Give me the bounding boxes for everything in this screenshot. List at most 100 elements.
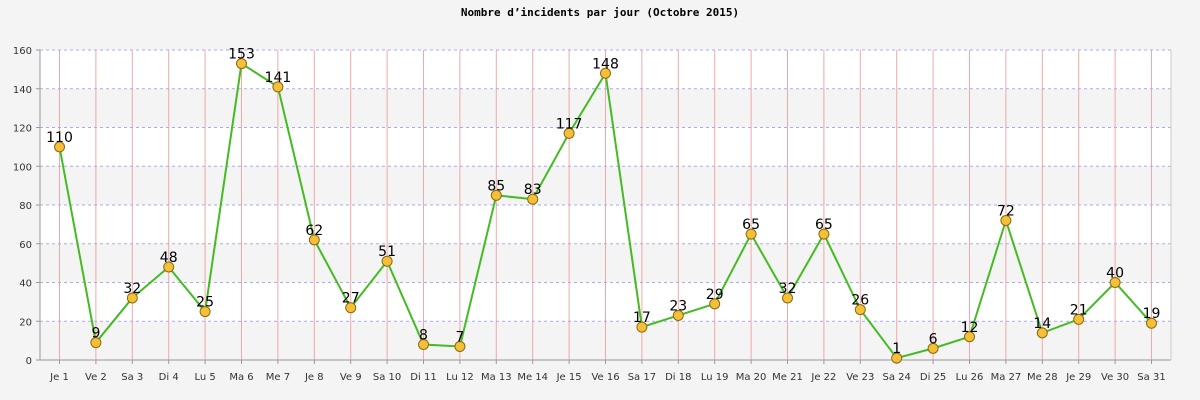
data-label: 25: [196, 295, 214, 311]
data-point: [308, 234, 320, 246]
x-tick-label: Ve 2: [85, 372, 107, 383]
x-tick-label: Je 8: [304, 372, 324, 383]
data-point: [54, 141, 65, 153]
data-label: 110: [46, 130, 73, 146]
x-tick-label: Ma 20: [736, 372, 767, 383]
data-label: 27: [342, 291, 360, 307]
y-tick-label: 60: [19, 240, 32, 251]
data-label: 8: [419, 328, 428, 344]
data-point: [236, 58, 247, 70]
data-point: [964, 331, 975, 343]
x-tick-label: Lu 26: [956, 372, 984, 383]
data-label: 148: [592, 56, 619, 72]
y-tick-label: 80: [19, 201, 32, 212]
x-tick-label: Di 18: [665, 372, 691, 383]
x-tick-label: Je 15: [556, 372, 582, 383]
data-label: 117: [556, 116, 583, 132]
data-label: 32: [779, 281, 797, 297]
data-label: 83: [524, 182, 542, 198]
data-point: [636, 321, 648, 333]
y-tick-label: 160: [13, 46, 32, 57]
data-point: [1073, 313, 1085, 325]
x-tick-label: Je 1: [49, 372, 69, 383]
data-label: 51: [378, 244, 396, 260]
x-tick-label: Di 4: [159, 372, 179, 383]
data-point: [1000, 215, 1012, 226]
data-point: [600, 67, 611, 79]
data-point: [563, 127, 575, 139]
data-point: [272, 81, 284, 93]
data-label: 19: [1143, 306, 1161, 322]
data-point: [454, 340, 466, 352]
y-tick-label: 140: [13, 85, 32, 96]
data-label: 32: [123, 281, 141, 297]
data-point: [745, 228, 757, 240]
x-tick-label: Sa 3: [121, 372, 143, 383]
x-tick-label: Je 22: [810, 372, 836, 383]
data-label: 17: [633, 310, 651, 326]
data-point: [709, 298, 721, 310]
data-point: [163, 261, 175, 273]
x-tick-label: Ve 23: [846, 372, 874, 383]
y-tick-label: 0: [26, 356, 32, 367]
data-point: [126, 292, 138, 304]
chart-title: Nombre d’incidents par jour (Octobre 201…: [460, 6, 740, 19]
data-label: 12: [961, 320, 979, 336]
data-point: [527, 193, 539, 205]
y-tick-label: 100: [13, 162, 32, 173]
x-tick-label: Di 25: [920, 372, 946, 383]
data-label: 62: [305, 223, 323, 239]
data-point: [381, 255, 393, 267]
data-label: 1: [892, 341, 901, 357]
x-tick-label: Sa 31: [1137, 372, 1165, 383]
data-label: 21: [1070, 302, 1088, 318]
data-label: 40: [1106, 266, 1124, 282]
data-label: 29: [706, 287, 724, 303]
x-tick-label: Ve 16: [591, 372, 619, 383]
data-point: [1146, 317, 1157, 329]
data-point: [1109, 277, 1121, 288]
x-tick-label: Ma 27: [991, 372, 1022, 383]
data-label: 85: [487, 178, 505, 194]
x-tick-label: Me 21: [772, 372, 803, 383]
data-label: 153: [228, 47, 255, 63]
data-point: [672, 309, 684, 321]
data-label: 6: [929, 331, 938, 347]
x-tick-label: Ve 9: [340, 372, 362, 383]
x-tick-label: Me 28: [1027, 372, 1058, 383]
x-tick-label: Sa 17: [628, 372, 656, 383]
x-tick-label: Ma 6: [229, 372, 253, 383]
x-tick-label: Ve 30: [1101, 372, 1129, 383]
data-point: [90, 337, 102, 349]
x-tick-label: Di 11: [410, 372, 436, 383]
data-point: [891, 352, 903, 364]
data-point: [818, 228, 830, 240]
data-point: [490, 189, 502, 201]
x-tick-label: Sa 24: [883, 372, 911, 383]
data-label: 72: [997, 204, 1015, 220]
y-tick-label: 20: [19, 317, 32, 328]
y-tick-label: 40: [19, 279, 32, 290]
data-label: 65: [742, 217, 760, 233]
data-point: [1036, 327, 1048, 339]
data-label: 14: [1033, 316, 1051, 332]
x-tick-label: Me 7: [266, 372, 290, 383]
data-label: 65: [815, 217, 833, 233]
x-tick-label: Je 29: [1065, 372, 1091, 383]
x-tick-label: Ma 13: [481, 372, 512, 383]
data-point: [927, 342, 939, 354]
x-tick-label: Lu 19: [701, 372, 729, 383]
x-tick-label: Lu 5: [194, 372, 215, 383]
data-point: [199, 306, 211, 318]
data-point: [854, 304, 866, 316]
data-point: [782, 292, 793, 304]
data-label: 9: [91, 326, 100, 342]
data-label: 26: [851, 293, 869, 309]
data-point: [345, 302, 357, 314]
data-point: [418, 339, 429, 350]
data-label: 7: [455, 329, 464, 345]
y-tick-label: 120: [13, 124, 32, 135]
x-tick-label: Me 14: [517, 372, 548, 383]
x-tick-label: Lu 12: [446, 372, 474, 383]
